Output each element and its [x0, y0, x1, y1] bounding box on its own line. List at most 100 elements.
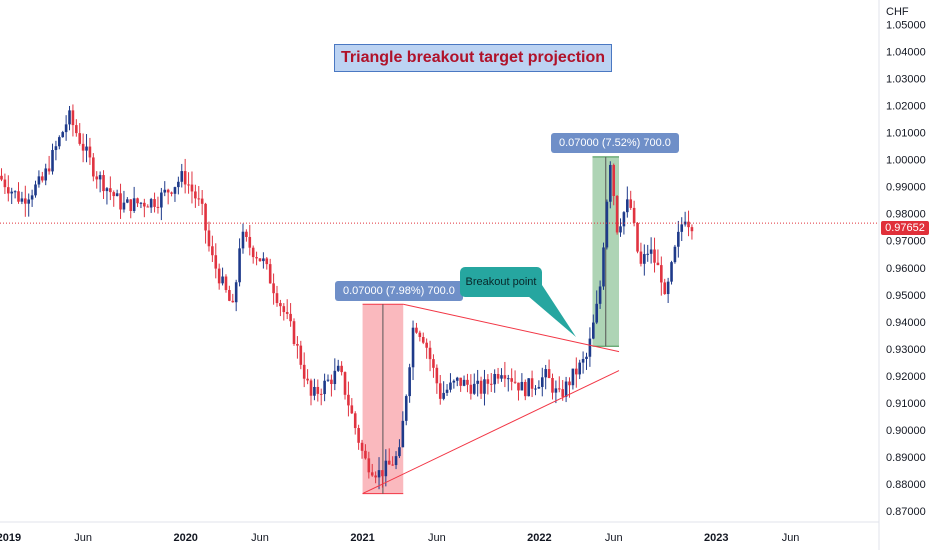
candle	[602, 247, 605, 287]
candle	[34, 184, 37, 196]
chart-title[interactable]: Triangle breakout target projection	[334, 44, 613, 72]
candle	[615, 195, 619, 233]
candle	[224, 276, 228, 291]
candle	[119, 193, 122, 210]
candle	[418, 332, 422, 337]
candle	[609, 164, 612, 202]
candle	[323, 380, 326, 395]
time-tick-label-4: 2021	[350, 532, 374, 544]
candle	[330, 379, 333, 385]
measure-label-2021[interactable]: 0.07000 (7.98%) 700.0	[335, 281, 463, 301]
candle	[217, 268, 221, 284]
last-price-tag: 0.97652	[881, 221, 929, 235]
candle	[24, 198, 27, 204]
candle	[571, 368, 575, 386]
price-tick-label-4: 0.91000	[886, 398, 926, 410]
candle	[85, 146, 88, 151]
measure-boxes	[362, 156, 620, 495]
candle	[391, 464, 394, 466]
candle	[309, 380, 313, 396]
candle	[71, 110, 75, 126]
candle	[472, 383, 476, 394]
candle	[183, 171, 187, 185]
candle	[660, 265, 663, 283]
candles	[0, 104, 694, 490]
candle	[58, 137, 61, 147]
candle	[17, 191, 20, 202]
candle	[360, 442, 364, 451]
candle	[506, 378, 510, 380]
candle	[340, 365, 343, 373]
callout-tail	[528, 285, 576, 337]
candle	[248, 236, 252, 248]
price-tick-label-14: 1.01000	[886, 128, 926, 140]
candle	[353, 413, 357, 429]
candle	[622, 212, 626, 227]
candle	[285, 312, 289, 314]
candle	[639, 251, 643, 264]
candle	[258, 258, 262, 262]
candle	[568, 381, 571, 386]
candle	[282, 306, 286, 313]
candle	[251, 247, 255, 258]
measure-label-2022[interactable]: 0.07000 (7.52%) 700.0	[551, 133, 679, 153]
candle	[112, 192, 116, 197]
candle	[432, 359, 435, 368]
breakout-point-callout[interactable]: Breakout point	[460, 267, 542, 297]
candle	[153, 199, 156, 207]
candle	[466, 379, 469, 385]
candle	[537, 386, 541, 389]
price-tick-label-5: 0.92000	[886, 371, 926, 383]
candle	[289, 313, 292, 322]
candle	[126, 199, 129, 203]
time-tick-label-5: Jun	[428, 532, 446, 544]
candle	[44, 168, 48, 181]
candle	[367, 458, 371, 473]
candle	[47, 168, 51, 172]
candle	[98, 175, 102, 180]
candle	[299, 345, 303, 365]
candle	[680, 224, 684, 232]
candle	[78, 133, 82, 144]
candle	[194, 191, 197, 199]
candle	[683, 221, 687, 225]
price-tick-label-17: 1.04000	[886, 46, 926, 58]
candle	[534, 388, 537, 390]
candle	[95, 176, 99, 180]
candle	[364, 450, 367, 459]
candle	[146, 206, 150, 208]
candle	[445, 389, 449, 393]
candle	[231, 300, 235, 303]
candle	[690, 227, 694, 232]
candle	[557, 388, 561, 390]
candle	[629, 199, 633, 208]
candle	[190, 184, 194, 192]
candle	[517, 382, 520, 391]
candle	[13, 191, 17, 193]
currency-label: CHF	[886, 6, 909, 18]
price-tick-label-16: 1.03000	[886, 73, 926, 85]
candle	[643, 254, 646, 264]
candle	[81, 143, 85, 151]
candle	[336, 365, 340, 371]
candle	[585, 356, 588, 359]
candle	[255, 257, 258, 259]
candle	[459, 377, 462, 386]
candle	[136, 198, 139, 204]
candle	[102, 175, 105, 192]
candle	[656, 262, 660, 266]
candle	[245, 231, 248, 237]
candle	[483, 379, 486, 394]
price-tick-label-12: 0.99000	[886, 182, 926, 194]
candle	[37, 176, 41, 185]
candle	[265, 258, 269, 265]
candle	[30, 195, 34, 200]
candle	[268, 264, 272, 284]
candle	[469, 384, 473, 394]
candle	[41, 176, 44, 181]
time-tick-label-8: 2023	[704, 532, 728, 544]
candle	[0, 175, 3, 180]
candle	[449, 382, 452, 390]
time-tick-label-1: Jun	[74, 532, 92, 544]
